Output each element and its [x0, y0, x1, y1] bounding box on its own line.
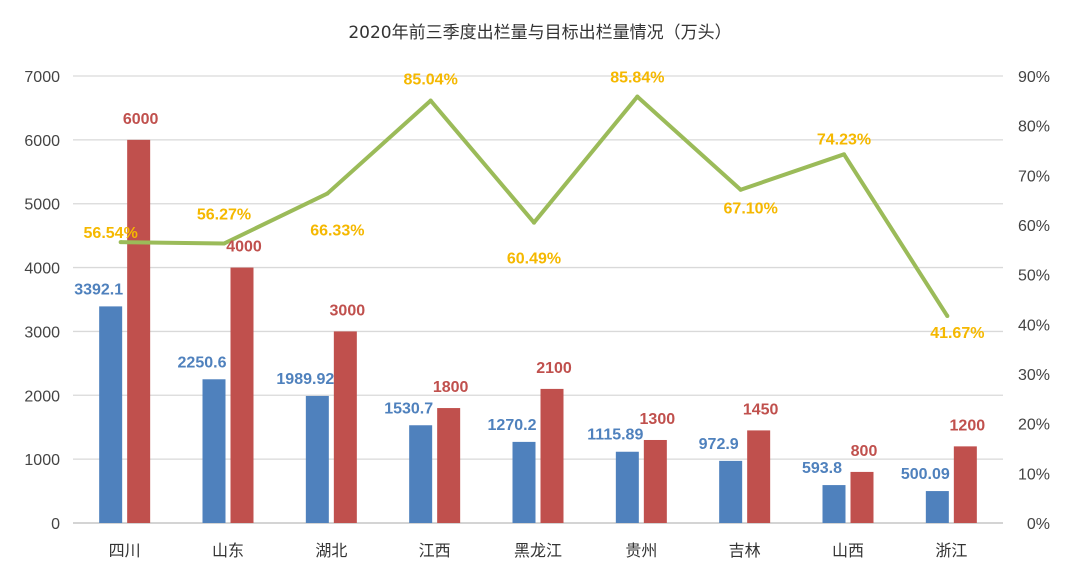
line-point [945, 314, 950, 319]
x-tick-label: 江西 [419, 541, 451, 560]
bar-data-label: 1270.2 [488, 417, 537, 434]
bar-data-label: 1300 [640, 411, 676, 428]
bar-前三季度出栏量 [822, 485, 846, 523]
x-tick-label: 山东 [212, 541, 244, 560]
line-data-label: 85.84% [610, 70, 664, 87]
line-data-label: 66.33% [310, 223, 364, 240]
bar-data-label: 3000 [330, 302, 366, 319]
line-data-label: 67.10% [724, 201, 778, 218]
x-tick-label: 湖北 [315, 541, 347, 560]
bar-前三季度出栏量 [99, 306, 123, 523]
bar-目标出栏量 [747, 430, 771, 523]
y2-tick-label: 10% [1018, 466, 1050, 483]
y-tick-label: 7000 [24, 69, 60, 86]
y-tick-label: 6000 [24, 133, 60, 150]
line-point [118, 240, 123, 245]
line-point [635, 94, 640, 99]
bar-前三季度出栏量 [305, 395, 329, 523]
bar-data-label: 1989.92 [276, 371, 334, 388]
bar-data-label: 1800 [433, 379, 469, 396]
y2-tick-label: 20% [1018, 417, 1050, 434]
x-tick-label: 贵州 [625, 541, 657, 560]
y-tick-label: 2000 [24, 388, 60, 405]
bar-data-label: 800 [851, 443, 878, 460]
line-point [532, 220, 536, 225]
bar-data-label: 500.09 [901, 466, 950, 483]
line-data-label: 74.23% [817, 131, 871, 148]
bar-data-label: 1115.89 [587, 427, 643, 444]
y2-tick-label: 50% [1018, 268, 1050, 285]
bar-data-label: 2100 [536, 360, 572, 377]
chart-title: 2020年前三季度出栏量与目标出栏量情况（万头） [348, 23, 731, 43]
line-data-label: 60.49% [507, 251, 561, 268]
x-tick-label: 四川 [109, 541, 141, 560]
x-tick-label: 黑龙江 [514, 541, 562, 560]
line-data-label: 41.67% [930, 325, 984, 342]
bar-前三季度出栏量 [719, 460, 743, 523]
bar-目标出栏量 [437, 408, 461, 523]
bar-data-label: 1450 [743, 401, 779, 418]
y-tick-label: 1000 [24, 452, 60, 469]
bar-目标出栏量 [333, 331, 357, 523]
line-data-label: 85.04% [404, 72, 458, 89]
bar-data-label: 2250.6 [178, 354, 227, 371]
line-point [222, 241, 226, 246]
bar-data-label: 6000 [123, 111, 159, 128]
y-tick-label: 3000 [24, 324, 60, 341]
bar-data-label: 972.9 [699, 436, 739, 453]
bar-data-label: 4000 [226, 239, 262, 256]
x-tick-label: 山西 [832, 541, 864, 560]
y-tick-label: 0 [51, 516, 60, 533]
line-data-label: 56.27% [197, 207, 251, 224]
bar-前三季度出栏量 [925, 491, 949, 523]
bar-目标出栏量 [953, 446, 977, 523]
line-point [325, 191, 330, 196]
x-tick-label: 吉林 [729, 541, 761, 560]
y-tick-label: 4000 [24, 261, 60, 278]
line-data-label: 56.54% [84, 225, 138, 242]
bar-前三季度出栏量 [409, 425, 433, 523]
bar-data-label: 593.8 [802, 460, 842, 477]
y2-tick-label: 70% [1018, 168, 1050, 185]
bar-data-label: 1200 [950, 417, 986, 434]
y2-tick-label: 80% [1018, 119, 1050, 136]
y2-tick-label: 90% [1018, 69, 1050, 86]
x-tick-label: 浙江 [935, 541, 967, 560]
bar-目标出栏量 [850, 471, 874, 523]
bar-前三季度出栏量 [512, 441, 536, 523]
bar-data-label: 1530.7 [384, 400, 433, 417]
line-point [842, 152, 846, 157]
y2-tick-label: 40% [1018, 317, 1050, 334]
y2-tick-label: 60% [1018, 218, 1050, 235]
line-point [738, 187, 743, 192]
bar-前三季度出栏量 [202, 379, 226, 523]
y-tick-label: 5000 [24, 197, 60, 214]
bar-目标出栏量 [127, 139, 151, 523]
bar-目标出栏量 [643, 439, 667, 523]
bar-data-label: 3392.1 [74, 281, 123, 298]
line-point [428, 98, 433, 103]
bar-前三季度出栏量 [615, 451, 639, 523]
bar-目标出栏量 [230, 267, 254, 523]
bar-目标出栏量 [540, 388, 564, 523]
y2-tick-label: 30% [1018, 367, 1050, 384]
y2-tick-label: 0% [1027, 516, 1050, 533]
